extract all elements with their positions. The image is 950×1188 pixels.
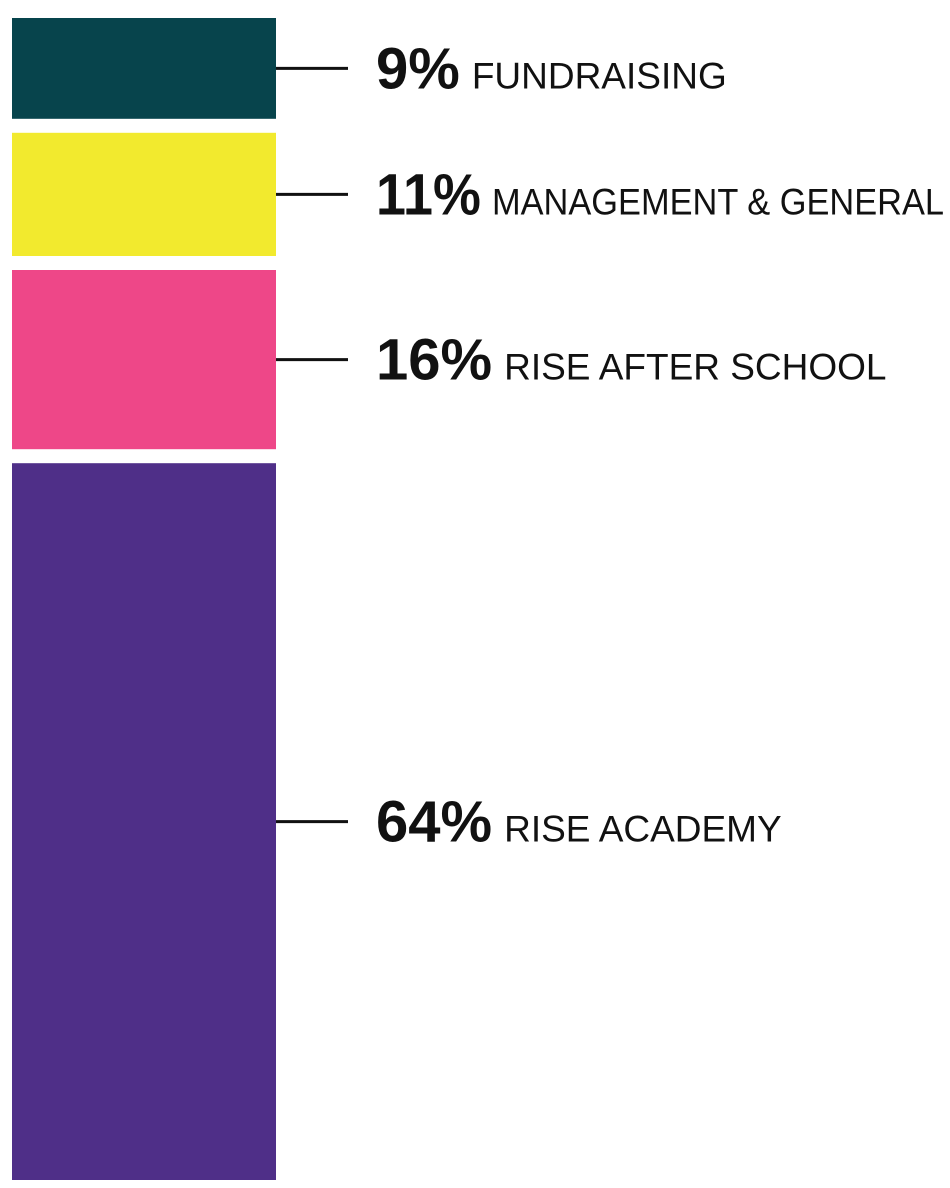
percent-label-rise-after-school: 16%	[376, 328, 492, 393]
bar-segment-rise-academy	[12, 463, 276, 1180]
category-label-fundraising: FUNDRAISING	[472, 55, 727, 96]
bar-segment-management-general	[12, 132, 276, 256]
segment-label-management-general: 11% MANAGEMENT & GENERAL	[376, 162, 944, 227]
segment-label-fundraising: 9% FUNDRAISING	[376, 36, 727, 101]
category-label-rise-academy: RISE ACADEMY	[504, 809, 782, 850]
category-label-rise-after-school: RISE AFTER SCHOOL	[504, 347, 886, 388]
percent-label-management-general: 11%	[376, 162, 481, 227]
segment-labels: 9% FUNDRAISING 11% MANAGEMENT & GENERAL 16% R…	[276, 36, 944, 855]
percent-label-fundraising: 9%	[376, 36, 460, 101]
segment-label-rise-after-school: 16% RISE AFTER SCHOOL	[376, 328, 887, 393]
stacked-bar	[12, 18, 276, 1180]
category-label-management-general: MANAGEMENT & GENERAL	[492, 181, 944, 222]
bar-segment-rise-after-school	[12, 270, 276, 450]
bar-segment-fundraising	[12, 18, 276, 119]
segment-label-rise-academy: 64% RISE ACADEMY	[376, 790, 782, 855]
percent-label-rise-academy: 64%	[376, 790, 492, 855]
